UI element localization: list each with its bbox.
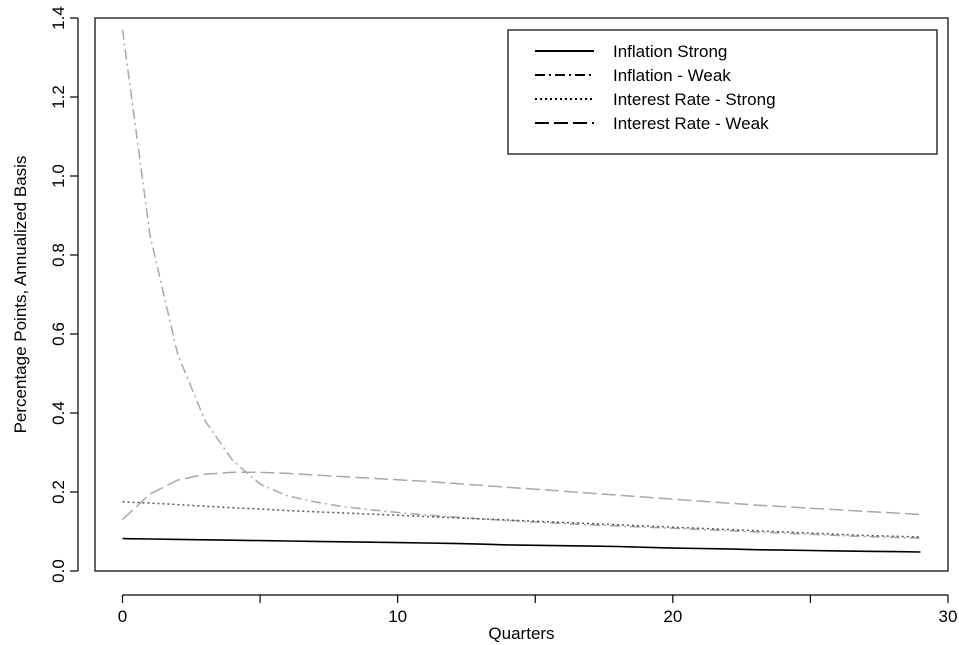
legend-label-2: Inflation - Weak	[613, 66, 731, 85]
y-tick-label: 1.2	[49, 85, 68, 109]
series-line-4	[121, 471, 921, 521]
y-axis-title: Percentage Points, Annualized Basis	[11, 156, 30, 434]
legend-label-1: Inflation Strong	[613, 42, 727, 61]
y-tick-label: 0.0	[49, 559, 68, 583]
legend-label-4: Interest Rate - Weak	[613, 114, 769, 133]
y-tick-label: 1.4	[49, 6, 68, 30]
series-layer	[121, 29, 921, 553]
x-tick-label: 0	[118, 607, 127, 626]
y-tick-label: 0.8	[49, 243, 68, 267]
y-tick-label: 0.2	[49, 480, 68, 504]
x-tick-label: 10	[388, 607, 407, 626]
series-line-3	[122, 501, 921, 538]
axes: 0 10 20 30 0.0 0.2 0.4 0.6 0.8 1.0 1.2 1.4	[49, 6, 957, 626]
x-tick-label: 20	[663, 607, 682, 626]
plot-frame	[94, 17, 949, 572]
x-tick-label: 30	[939, 607, 958, 626]
series-line-1	[122, 537, 921, 553]
y-tick-label: 1.0	[49, 164, 68, 188]
y-tick-label: 0.6	[49, 322, 68, 346]
y-tick-label: 0.4	[49, 401, 68, 425]
legend: Inflation Strong Inflation - Weak Interest…	[507, 29, 938, 155]
legend-label-3: Interest Rate - Strong	[613, 90, 776, 109]
x-axis-title: Quarters	[488, 624, 554, 643]
